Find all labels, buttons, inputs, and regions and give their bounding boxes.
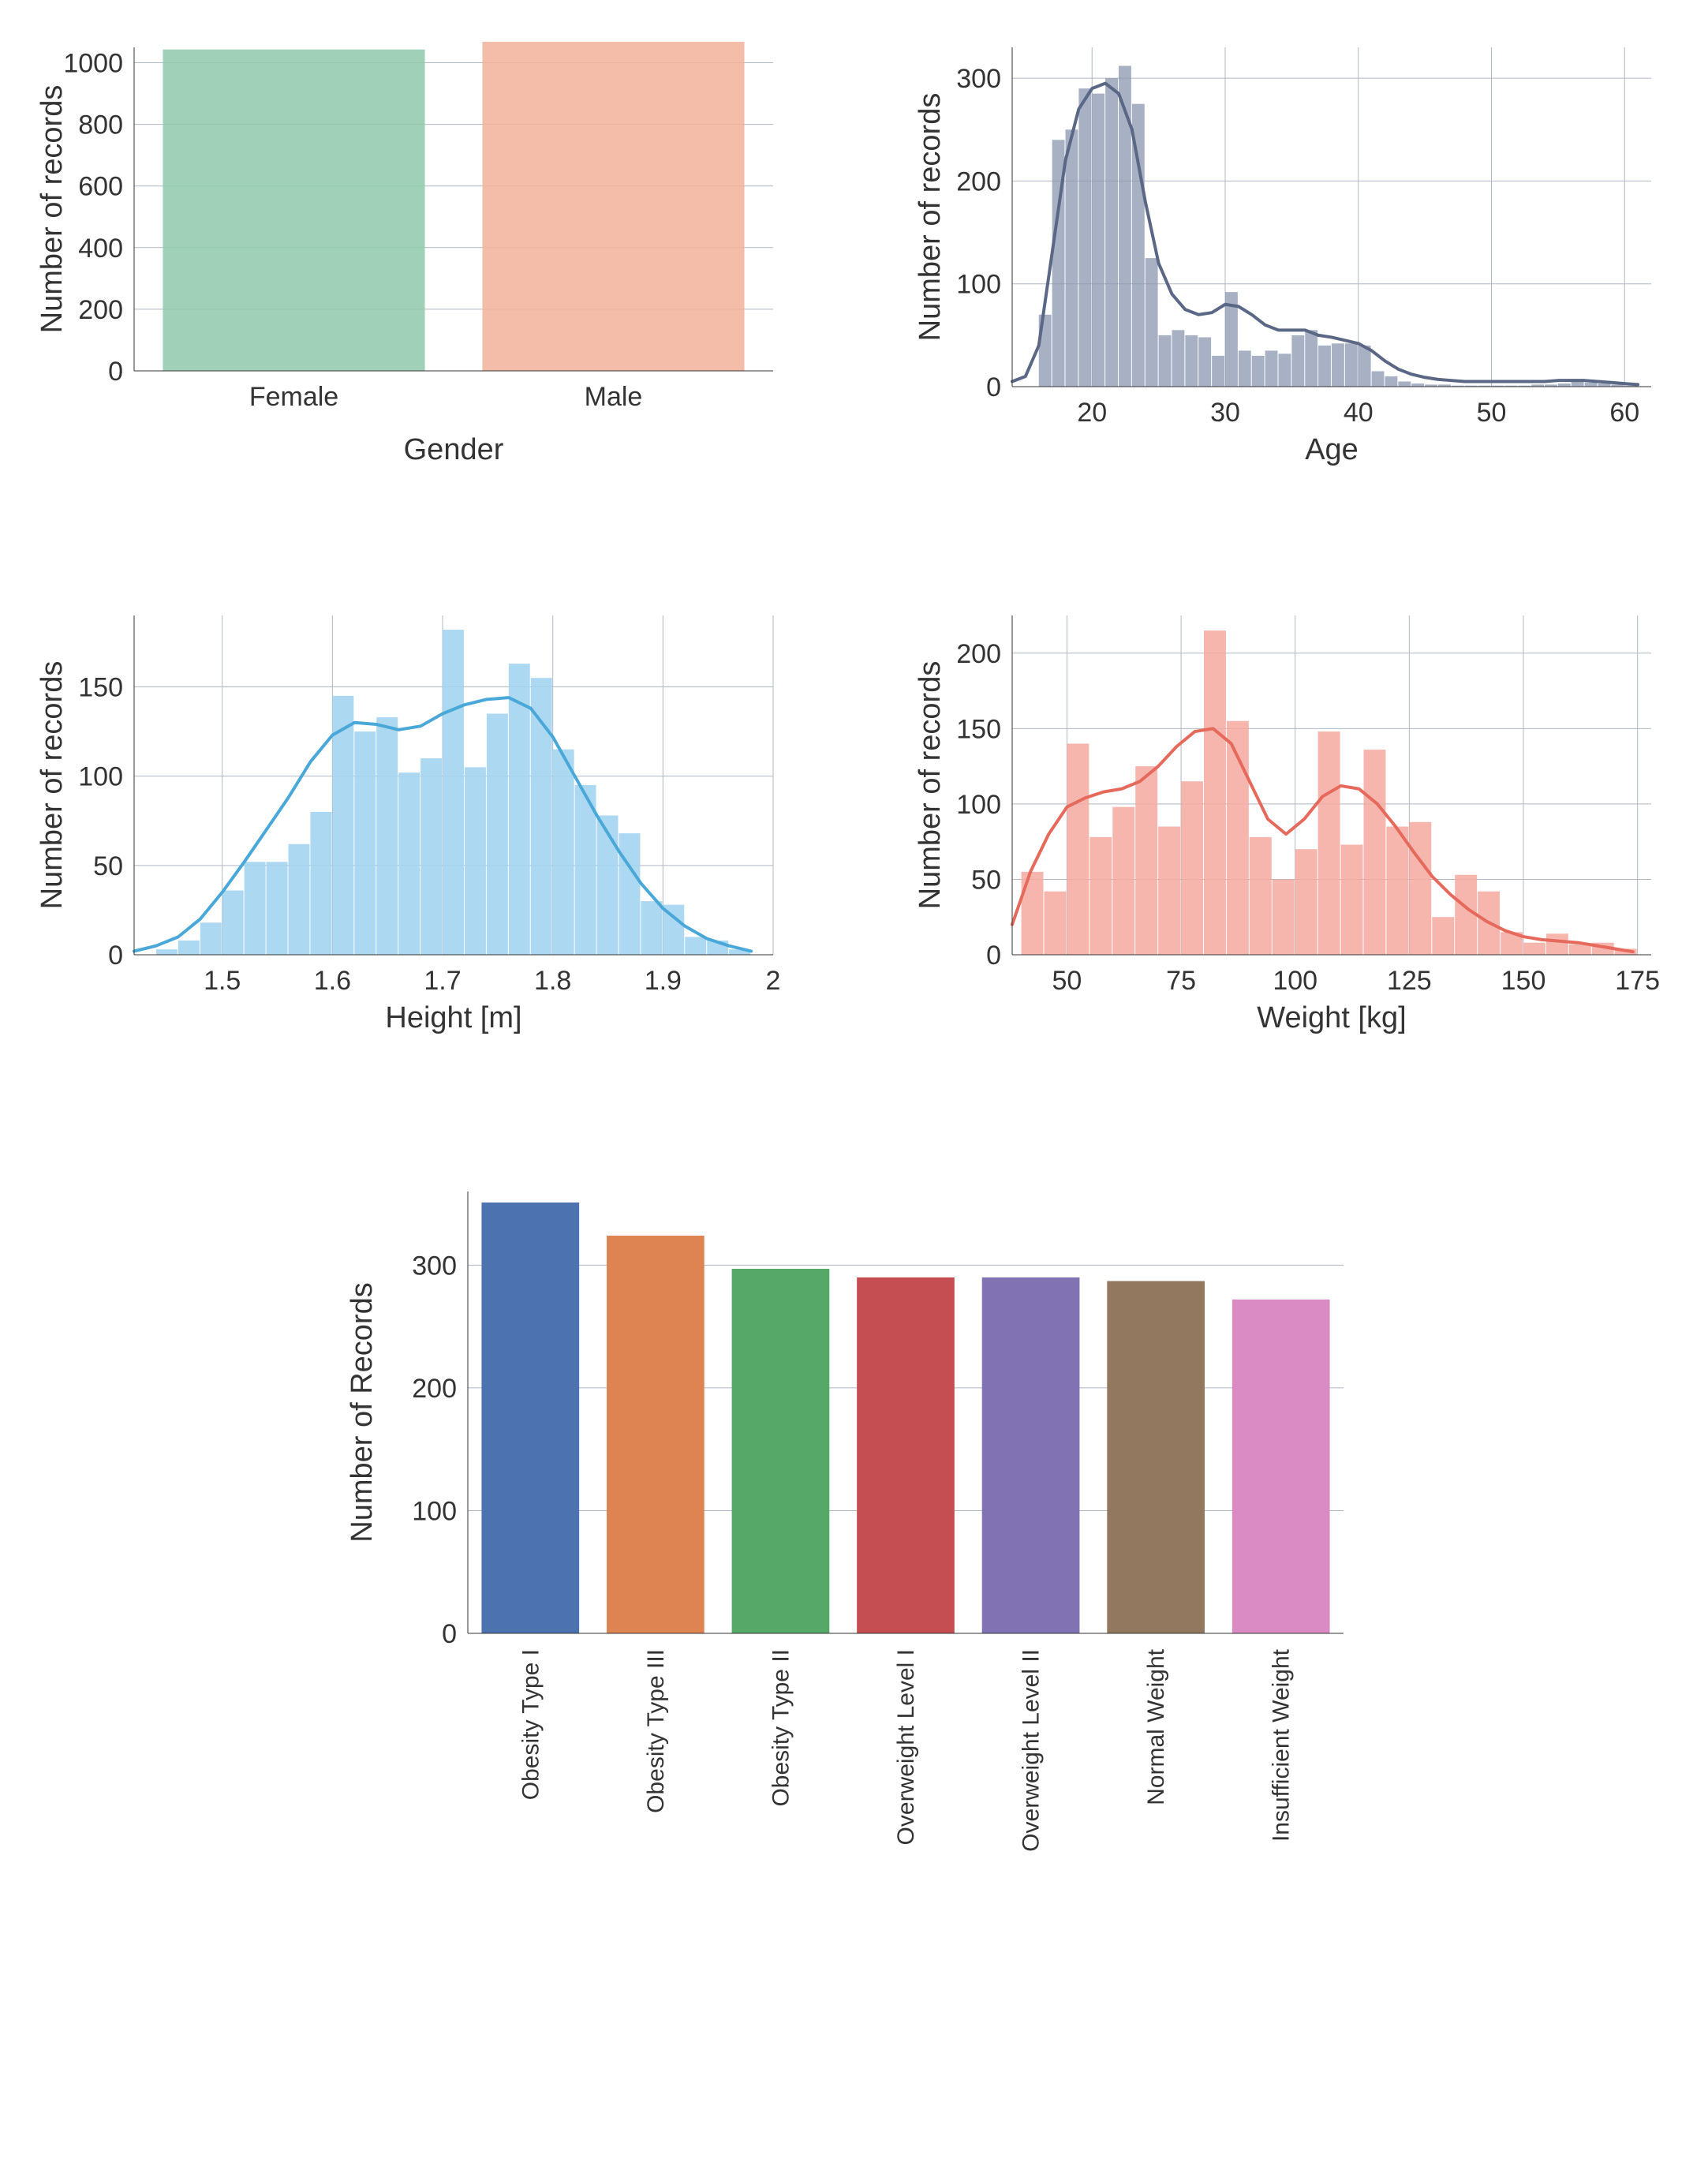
weight-chart: 0 50 100 150 200 50 75 100 125 150 175 Weight [kg] N… <box>910 600 1677 1042</box>
y-tick-label: 1000 <box>63 49 123 79</box>
y-tick-label: 200 <box>956 639 1001 669</box>
age-chart: 0 100 200 300 20 30 40 50 60 Age Number of records <box>910 32 1677 473</box>
y-axis-label: Number of records <box>36 661 69 910</box>
x-tick-label: 175 <box>1615 966 1660 996</box>
y-tick-label: 100 <box>956 790 1001 820</box>
x-axis-label: Height [m] <box>385 1001 521 1034</box>
y-tick-label: 800 <box>78 110 123 140</box>
x-tick-label: 1.8 <box>534 966 571 996</box>
x-tick-label: 40 <box>1343 398 1373 428</box>
y-tick-label: 200 <box>412 1374 457 1404</box>
height-chart: 0 50 100 150 1.5 1.6 1.7 1.8 1.9 2 Height [m] Numbe… <box>32 600 799 1042</box>
x-tick-label: Male <box>585 382 643 412</box>
gender-chart: 0 200 400 600 800 1000 Female Male Gender Number … <box>32 32 799 473</box>
x-tick-label: 2 <box>766 966 781 996</box>
x-tick-label: 100 <box>1273 966 1317 996</box>
x-tick-label: 1.9 <box>645 966 682 996</box>
y-tick-label: 400 <box>78 234 123 264</box>
x-tick-label: 50 <box>1052 966 1082 996</box>
y-tick-label: 0 <box>986 941 1001 971</box>
x-tick-label: 1.5 <box>204 966 241 996</box>
y-tick-label: 100 <box>412 1496 457 1526</box>
y-tick-label: 0 <box>108 941 123 971</box>
x-tick-label: Obesity Type I <box>518 1649 544 1800</box>
y-tick-label: 100 <box>78 762 123 792</box>
x-tick-label: Overweight Level I <box>893 1649 919 1845</box>
x-axis-label: Gender <box>404 433 504 466</box>
x-tick-label: 75 <box>1166 966 1196 996</box>
y-axis-label: Number of records <box>914 93 947 342</box>
y-tick-label: 50 <box>971 865 1001 895</box>
x-tick-label: Normal Weight <box>1143 1648 1169 1805</box>
x-tick-label: 50 <box>1476 398 1506 428</box>
x-tick-label: Overweight Level II <box>1018 1649 1044 1852</box>
y-tick-label: 100 <box>956 270 1001 300</box>
y-tick-label: 200 <box>78 295 123 325</box>
y-tick-label: 0 <box>442 1619 457 1649</box>
y-tick-label: 0 <box>986 372 1001 402</box>
y-axis-label: Number of records <box>36 85 69 334</box>
x-tick-label: Female <box>249 382 338 412</box>
x-axis-label: Weight [kg] <box>1257 1001 1406 1034</box>
x-tick-label: 30 <box>1210 398 1240 428</box>
x-tick-label: 1.7 <box>424 966 461 996</box>
x-tick-label: Obesity Type III <box>642 1649 668 1813</box>
y-tick-label: 600 <box>78 172 123 202</box>
y-tick-label: 300 <box>956 64 1001 94</box>
y-tick-label: 200 <box>956 166 1001 196</box>
x-tick-label: 150 <box>1501 966 1545 996</box>
y-tick-label: 0 <box>108 357 123 387</box>
x-axis-label: Age <box>1305 433 1359 466</box>
x-tick-label: Insufficient Weight <box>1268 1648 1294 1842</box>
y-tick-label: 150 <box>956 714 1001 744</box>
y-axis-label: Number of records <box>914 661 947 910</box>
x-tick-label: 1.6 <box>314 966 351 996</box>
y-tick-label: 50 <box>93 851 123 881</box>
y-tick-label: 150 <box>78 673 123 703</box>
y-axis-label: Number of Records <box>346 1282 379 1542</box>
x-tick-label: 20 <box>1077 398 1107 428</box>
x-tick-label: Obesity Type II <box>768 1649 794 1807</box>
x-tick-label: 125 <box>1386 966 1431 996</box>
x-tick-label: 60 <box>1609 398 1639 428</box>
y-tick-label: 300 <box>412 1251 457 1281</box>
obesity-chart: 0100200300Obesity Type IObesity Type III… <box>342 1168 1367 1941</box>
